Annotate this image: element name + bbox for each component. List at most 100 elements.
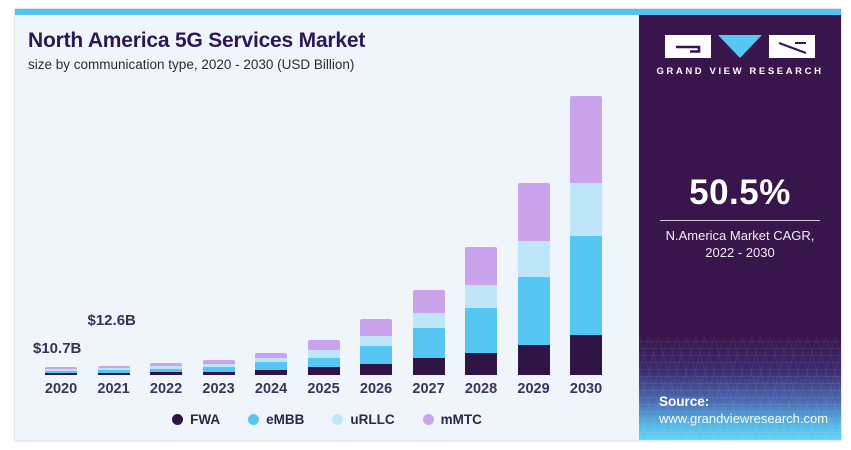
bar-segment-embb-2027 <box>412 328 445 358</box>
bar-segment-fwa-2026 <box>360 364 392 375</box>
bar-2028 <box>465 247 497 375</box>
bar-segment-embb-2029 <box>517 277 550 345</box>
bar-segment-mmtc-2021 <box>97 365 130 369</box>
cagr-caption-line1: N.America Market CAGR, <box>665 228 815 243</box>
x-axis-label-2030: 2030 <box>569 381 603 397</box>
x-axis-label-2024: 2024 <box>254 381 288 397</box>
x-axis-labels: 2020 2021 2022 2023 2024 2025 2026 2027 2028 2029… <box>45 381 602 397</box>
bar-2029 <box>517 182 550 375</box>
bar-segment-mmtc-2024 <box>255 352 287 359</box>
cagr-value: 50.5% <box>689 173 791 212</box>
bar-segment-fwa-2025 <box>307 367 340 375</box>
x-axis-label-2020: 2020 <box>44 381 78 397</box>
bar-segment-embb-2022 <box>150 368 182 373</box>
bar-2024 <box>255 352 287 375</box>
x-axis-label-2025: 2025 <box>307 381 340 397</box>
legend-label-urllc: uRLLC <box>350 412 395 427</box>
chart-header: North America 5G Services Market size by… <box>15 15 639 72</box>
source-block: Source: www.grandviewresearch.com <box>639 337 841 440</box>
chart-legend: FWA eMBB uRLLC mMTC <box>15 412 639 427</box>
gvr-logo-icon <box>664 35 815 58</box>
bar-2020 <box>45 366 77 375</box>
bar-segment-fwa-2020 <box>45 373 77 375</box>
bar-segment-mmtc-2030 <box>570 96 602 183</box>
accent-top-strip <box>15 9 841 15</box>
bar-segment-embb-2023 <box>202 366 235 372</box>
x-axis-label-2021: 2021 <box>97 381 130 397</box>
bar-segment-urllc-2022 <box>150 366 182 369</box>
legend-item-mmtc: mMTC <box>422 412 482 427</box>
bar-segment-embb-2026 <box>360 345 392 364</box>
legend-dot-mmtc <box>422 414 434 425</box>
source-url: www.grandviewresearch.com <box>659 411 829 426</box>
bar-2027 <box>412 290 445 375</box>
bar-segment-urllc-2024 <box>255 358 287 363</box>
bar-segment-urllc-2023 <box>202 364 235 367</box>
bar-segment-embb-2024 <box>255 362 287 370</box>
chart-panel: North America 5G Services Market size by… <box>15 15 639 440</box>
bar-segment-mmtc-2025 <box>307 340 340 350</box>
bar-2023 <box>202 360 235 375</box>
bar-segment-mmtc-2029 <box>517 182 550 241</box>
chart-title: North America 5G Services Market <box>28 29 366 52</box>
bar-2026 <box>360 319 392 375</box>
stat-divider <box>660 220 820 221</box>
bar-segment-fwa-2030 <box>570 335 602 375</box>
legend-dot-embb <box>248 414 260 425</box>
bar-segment-mmtc-2020 <box>45 366 77 370</box>
bar-segment-fwa-2021 <box>97 372 130 375</box>
bars <box>45 96 602 375</box>
bar-segment-urllc-2027 <box>412 313 445 329</box>
bar-segment-mmtc-2022 <box>150 363 182 367</box>
legend-item-embb: eMBB <box>248 412 304 427</box>
legend-item-fwa: FWA <box>172 412 220 427</box>
bar-segment-urllc-2028 <box>465 285 497 308</box>
legend-dot-urllc <box>332 414 344 425</box>
side-panel: GRAND VIEW RESEARCH 50.5% N.America Mark… <box>639 15 841 440</box>
brand-wordmark: GRAND VIEW RESEARCH <box>656 66 824 77</box>
bar-segment-mmtc-2023 <box>202 360 235 365</box>
bar-segment-mmtc-2028 <box>465 247 497 286</box>
x-axis-label-2022: 2022 <box>149 381 183 397</box>
value-label-2021: $12.6B <box>87 312 136 329</box>
x-axis-label-2026: 2026 <box>359 381 393 397</box>
bar-segment-urllc-2021 <box>97 368 130 370</box>
cagr-stat-block: 50.5% N.America Market CAGR, 2022 - 2030 <box>660 173 820 262</box>
legend-label-mmtc: mMTC <box>440 412 482 427</box>
bar-segment-fwa-2024 <box>255 369 287 375</box>
bar-segment-fwa-2022 <box>150 372 182 375</box>
x-axis-label-2029: 2029 <box>517 381 550 397</box>
bar-2022 <box>150 363 182 375</box>
bar-segment-fwa-2027 <box>412 358 445 375</box>
bar-segment-fwa-2028 <box>465 353 497 375</box>
bar-segment-embb-2025 <box>307 357 340 368</box>
bar-segment-urllc-2020 <box>45 369 77 371</box>
bar-segment-mmtc-2027 <box>412 290 445 314</box>
cagr-caption-line2: 2022 - 2030 <box>705 244 775 260</box>
chart-subtitle: size by communication type, 2020 - 2030 … <box>28 57 355 73</box>
value-label-2020: $10.7B <box>33 340 82 357</box>
bar-segment-embb-2021 <box>97 369 130 373</box>
bar-2025 <box>307 340 340 375</box>
source-label: Source: <box>659 394 710 409</box>
bar-segment-mmtc-2026 <box>360 319 392 337</box>
bar-segment-fwa-2023 <box>202 371 235 375</box>
bar-2021 <box>97 365 130 375</box>
bar-segment-embb-2028 <box>465 307 497 354</box>
bar-segment-urllc-2029 <box>517 241 550 277</box>
legend-item-urllc: uRLLC <box>332 412 395 427</box>
bar-segment-urllc-2030 <box>570 182 602 236</box>
bar-2030 <box>570 96 602 375</box>
bar-segment-embb-2030 <box>570 236 602 335</box>
bar-segment-embb-2020 <box>45 370 77 374</box>
bar-segment-urllc-2025 <box>307 349 340 358</box>
legend-label-fwa: FWA <box>190 412 221 427</box>
x-axis-label-2028: 2028 <box>464 381 498 397</box>
x-axis-label-2027: 2027 <box>412 381 445 397</box>
brand-logo: GRAND VIEW RESEARCH <box>656 34 823 77</box>
cagr-caption: N.America Market CAGR, 2022 - 2030 <box>660 228 820 262</box>
legend-label-embb: eMBB <box>266 412 305 427</box>
x-axis-label-2023: 2023 <box>202 381 235 397</box>
legend-dot-fwa <box>172 414 184 425</box>
